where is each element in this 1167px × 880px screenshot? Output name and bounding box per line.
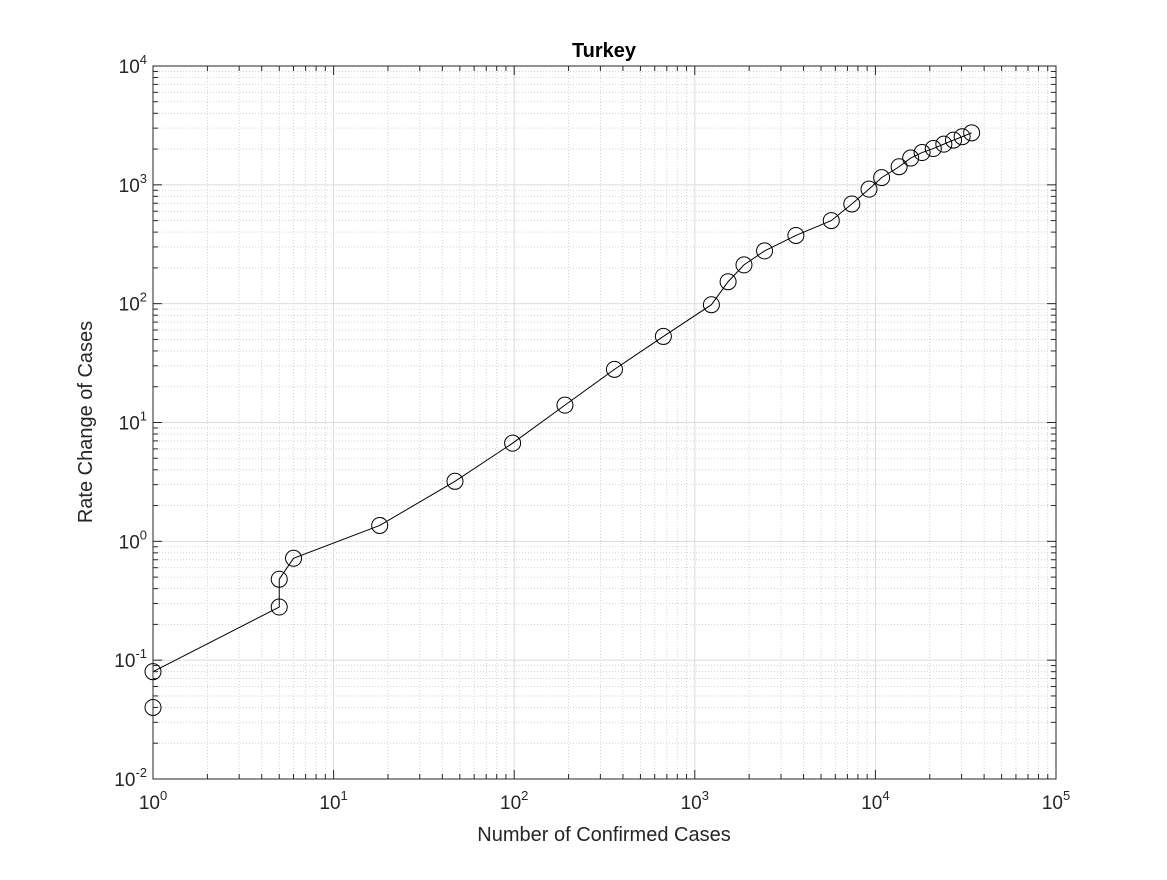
data-point-marker: [270, 570, 288, 588]
data-point-marker: [446, 472, 464, 490]
y-tick-label: 102: [119, 290, 147, 316]
data-point-marker: [654, 327, 672, 345]
data-point-marker: [371, 516, 389, 534]
data-point-marker: [963, 124, 981, 142]
data-point-marker: [787, 226, 805, 244]
data-point-marker: [945, 131, 963, 149]
data-point-marker: [953, 128, 971, 146]
x-tick-label: 100: [139, 788, 167, 814]
data-point-marker: [719, 273, 737, 291]
data-point-marker: [913, 144, 931, 162]
x-tick-label: 103: [681, 788, 709, 814]
chart-title: Turkey: [572, 40, 637, 62]
data-point-marker: [735, 256, 753, 274]
data-point-marker: [902, 149, 920, 167]
y-tick-label: 100: [119, 527, 147, 553]
y-tick-label: 101: [119, 409, 147, 435]
data-point-marker: [843, 195, 861, 213]
data-point-marker: [504, 434, 522, 452]
data-point-marker: [860, 180, 878, 198]
y-tick-label: 10-1: [114, 646, 147, 672]
y-tick-label: 103: [119, 171, 147, 197]
ticks: [152, 65, 1057, 780]
x-tick-labels: 100 101 102 103 104 105: [139, 788, 1070, 814]
x-tick-label: 104: [861, 788, 889, 814]
data-point-marker: [756, 242, 774, 260]
series-line: [152, 132, 972, 708]
data-point-marker: [924, 140, 942, 158]
data-point-marker: [822, 212, 840, 230]
data-point-marker: [285, 549, 303, 567]
data-point-marker: [270, 598, 288, 616]
x-tick-label: 101: [319, 788, 347, 814]
y-tick-label: 104: [119, 52, 147, 78]
data-point-marker: [556, 396, 574, 414]
x-axis-label: Number of Confirmed Cases: [477, 824, 730, 846]
series-layer: [144, 124, 981, 716]
data-point-marker: [873, 169, 891, 187]
data-point-marker: [605, 360, 623, 378]
data-point-marker: [935, 135, 953, 153]
x-tick-label: 102: [500, 788, 528, 814]
data-point-marker: [890, 158, 908, 176]
data-point-marker: [702, 296, 720, 314]
y-axis-label: Rate Change of Cases: [75, 321, 97, 523]
y-tick-label: 10-2: [114, 765, 147, 791]
x-tick-label: 105: [1042, 788, 1070, 814]
y-tick-labels: 10-2 10-1 100 101 102 103 104: [114, 52, 147, 791]
